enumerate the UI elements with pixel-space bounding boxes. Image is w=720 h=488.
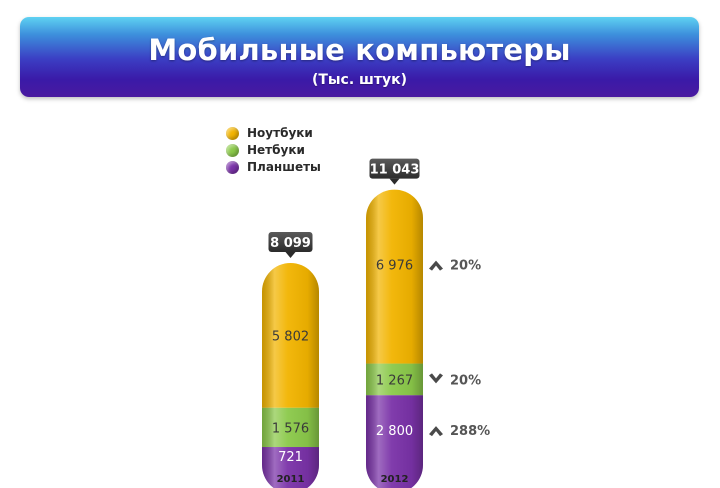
arrow-down-icon bbox=[429, 373, 443, 384]
data-label-2011-tablets: 721 bbox=[278, 450, 303, 465]
bar-2012-gloss bbox=[366, 189, 423, 488]
category-label-2012: 2012 bbox=[381, 474, 409, 485]
legend-label-tablets: Планшеты bbox=[247, 160, 321, 174]
arrow-up-icon bbox=[429, 426, 443, 437]
legend-swatch-notebooks bbox=[226, 127, 239, 140]
change-indicator-notebooks: 20% bbox=[429, 259, 481, 274]
change-label-notebooks: 20% bbox=[450, 259, 481, 274]
bar-2011-gloss bbox=[262, 263, 319, 488]
data-label-2011-notebooks: 5 802 bbox=[272, 329, 309, 344]
arrow-up-icon bbox=[429, 260, 443, 271]
total-label-2012: 11 043 bbox=[370, 163, 420, 178]
category-label-2011: 2011 bbox=[277, 474, 305, 485]
data-label-2011-netbooks: 1 576 bbox=[272, 421, 309, 436]
legend-label-notebooks: Ноутбуки bbox=[247, 126, 313, 140]
chart-title: Мобильные компьютеры bbox=[148, 33, 571, 67]
bar-2011 bbox=[262, 263, 319, 488]
legend-label-netbooks: Нетбуки bbox=[247, 143, 305, 157]
change-indicator-netbooks: 20% bbox=[429, 373, 481, 388]
data-label-2012-tablets: 2 800 bbox=[376, 424, 413, 439]
title-banner: Мобильные компьютеры (Тыс. штук) bbox=[20, 17, 699, 97]
total-label-2011: 8 099 bbox=[270, 236, 311, 251]
data-label-2012-notebooks: 6 976 bbox=[376, 259, 413, 274]
change-label-tablets: 288% bbox=[450, 424, 490, 439]
change-indicator-tablets: 288% bbox=[429, 424, 490, 439]
legend-swatch-netbooks bbox=[226, 144, 239, 157]
total-callout-2012: 11 043 bbox=[369, 158, 420, 185]
chart-subtitle: (Тыс. штук) bbox=[311, 72, 408, 88]
bar-2012 bbox=[366, 189, 423, 488]
legend-swatch-tablets bbox=[226, 161, 239, 174]
data-label-2012-netbooks: 1 267 bbox=[376, 373, 413, 388]
total-callout-2011: 8 099 bbox=[268, 232, 313, 258]
change-label-netbooks: 20% bbox=[450, 373, 481, 388]
